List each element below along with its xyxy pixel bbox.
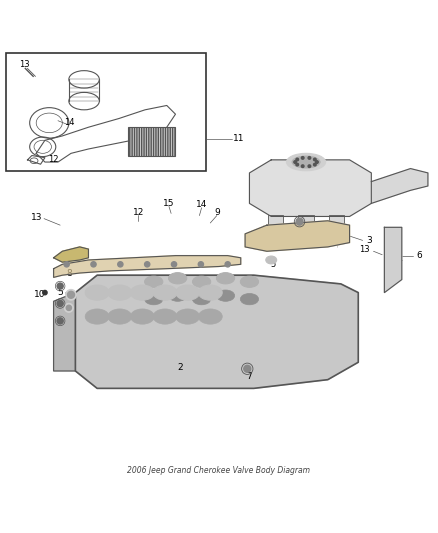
Circle shape: [308, 157, 311, 159]
Circle shape: [296, 218, 303, 225]
Circle shape: [57, 301, 63, 306]
Bar: [328, 215, 344, 225]
Polygon shape: [245, 221, 350, 251]
Ellipse shape: [176, 309, 200, 324]
Text: 13: 13: [31, 213, 42, 222]
Circle shape: [198, 262, 204, 267]
Circle shape: [294, 161, 297, 163]
Ellipse shape: [198, 285, 222, 300]
Text: 14: 14: [196, 200, 207, 209]
Circle shape: [314, 163, 316, 166]
Circle shape: [301, 157, 304, 159]
Circle shape: [57, 283, 63, 289]
Ellipse shape: [192, 276, 211, 287]
Text: 2006 Jeep Grand Cherokee Valve Body Diagram: 2006 Jeep Grand Cherokee Valve Body Diag…: [127, 466, 311, 475]
Circle shape: [57, 318, 63, 324]
Ellipse shape: [85, 309, 109, 324]
Bar: [268, 215, 283, 225]
Text: 11: 11: [233, 134, 244, 143]
Circle shape: [67, 292, 74, 298]
Polygon shape: [371, 168, 428, 204]
Ellipse shape: [153, 285, 177, 300]
Circle shape: [314, 158, 316, 161]
Ellipse shape: [216, 272, 235, 284]
Ellipse shape: [286, 154, 325, 171]
Circle shape: [66, 305, 71, 310]
Text: 12: 12: [48, 156, 59, 164]
Bar: [6, 53, 206, 171]
Ellipse shape: [240, 294, 258, 305]
Polygon shape: [53, 256, 241, 277]
Circle shape: [296, 158, 299, 161]
Ellipse shape: [131, 309, 154, 324]
Text: 13: 13: [19, 60, 29, 69]
Polygon shape: [53, 247, 88, 262]
Ellipse shape: [108, 309, 132, 324]
Circle shape: [64, 303, 73, 312]
Ellipse shape: [145, 294, 163, 305]
Ellipse shape: [108, 285, 132, 300]
Circle shape: [225, 262, 230, 267]
Text: 3: 3: [366, 236, 372, 245]
Polygon shape: [75, 275, 358, 389]
Ellipse shape: [169, 290, 187, 301]
Text: 5: 5: [57, 288, 63, 297]
Circle shape: [145, 262, 150, 267]
Text: 4: 4: [297, 205, 302, 214]
Ellipse shape: [216, 290, 235, 301]
Bar: [127, 127, 176, 156]
Polygon shape: [385, 228, 402, 293]
Text: 12: 12: [133, 207, 144, 216]
Circle shape: [118, 262, 123, 267]
Ellipse shape: [240, 276, 258, 287]
Bar: [298, 215, 314, 225]
Circle shape: [171, 262, 177, 267]
Circle shape: [64, 262, 69, 267]
Circle shape: [296, 163, 299, 166]
Text: 15: 15: [163, 199, 175, 208]
Text: 7: 7: [247, 372, 252, 381]
Text: 6: 6: [417, 251, 422, 260]
Text: 1: 1: [312, 158, 318, 166]
Text: 5: 5: [271, 260, 276, 269]
Ellipse shape: [266, 256, 277, 264]
Ellipse shape: [198, 309, 222, 324]
Text: 2: 2: [177, 363, 183, 372]
Ellipse shape: [153, 309, 177, 324]
Circle shape: [244, 365, 251, 372]
Text: 13: 13: [360, 245, 370, 254]
Circle shape: [91, 262, 96, 267]
Ellipse shape: [85, 285, 109, 300]
Polygon shape: [250, 160, 371, 216]
Circle shape: [66, 289, 76, 300]
Text: 14: 14: [64, 118, 74, 127]
Ellipse shape: [192, 294, 211, 305]
Circle shape: [43, 290, 47, 295]
Circle shape: [301, 165, 304, 167]
Text: 10: 10: [34, 290, 46, 300]
Ellipse shape: [292, 156, 320, 168]
Polygon shape: [53, 293, 75, 371]
Circle shape: [316, 161, 318, 163]
Ellipse shape: [131, 285, 154, 300]
Ellipse shape: [176, 285, 200, 300]
Circle shape: [308, 165, 311, 167]
Text: 9: 9: [214, 208, 220, 217]
Text: 8: 8: [66, 269, 72, 278]
Ellipse shape: [145, 276, 163, 287]
Ellipse shape: [169, 272, 187, 284]
